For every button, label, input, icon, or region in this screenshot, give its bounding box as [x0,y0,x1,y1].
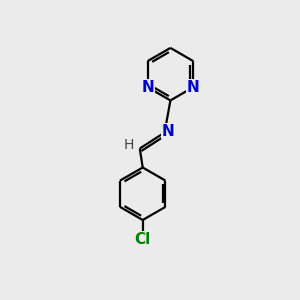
Text: N: N [141,80,154,95]
Text: N: N [162,124,175,139]
Text: N: N [187,80,200,95]
Text: Cl: Cl [135,232,151,247]
Text: H: H [124,138,134,152]
